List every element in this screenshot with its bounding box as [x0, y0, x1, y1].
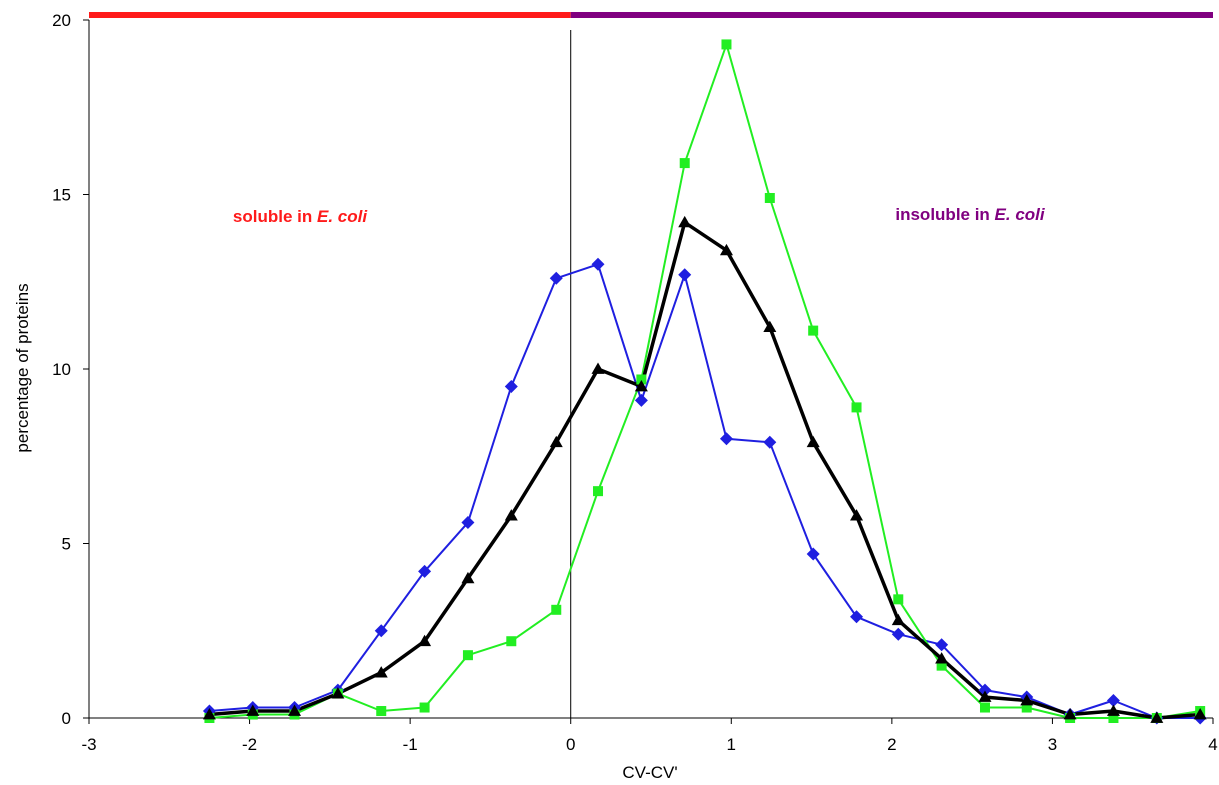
- series-1-point-10: [636, 374, 647, 385]
- series-2-point-18: [978, 690, 992, 702]
- series-1-line: [209, 43, 1201, 719]
- series-0-point-4: [374, 624, 388, 638]
- x-tick-label-6: 3: [1048, 735, 1057, 754]
- y-tick-label-1: 5: [62, 535, 71, 554]
- series-1-point-7: [506, 636, 517, 647]
- series-0-point-11: [678, 268, 692, 282]
- series-2-point-7: [504, 509, 518, 521]
- series-1-point-21: [1108, 713, 1119, 723]
- x-tick-label-3: 0: [566, 735, 575, 754]
- series-2-point-5: [418, 634, 432, 647]
- x-tick-label-0: -3: [81, 735, 96, 754]
- series-0-line: [209, 263, 1201, 719]
- series-0-point-15: [850, 610, 864, 624]
- series-0-point-13: [763, 435, 777, 449]
- series-2-point-0: [202, 708, 216, 720]
- region-label-0: soluble in E. coli: [233, 207, 368, 226]
- series-0-point-14: [806, 547, 820, 561]
- series-0-point-7: [504, 379, 518, 393]
- series-0-point-9: [591, 257, 605, 271]
- region-label-1: insoluble in E. coli: [895, 205, 1046, 224]
- series-1-point-13: [764, 192, 775, 203]
- series-2-point-14: [806, 435, 820, 448]
- series-1-point-5: [419, 702, 430, 713]
- y-tick-label-2: 10: [52, 360, 71, 379]
- series-1-point-14: [808, 325, 819, 336]
- series-markers: [202, 39, 1207, 725]
- series-2-point-15: [850, 509, 864, 521]
- series-2-point-1: [246, 704, 260, 716]
- x-tick-label-4: 1: [727, 735, 736, 754]
- series-1-point-18: [979, 702, 990, 713]
- series-2-point-22: [1150, 711, 1164, 723]
- series-1-point-8: [551, 604, 562, 615]
- series-2-point-13: [763, 320, 777, 332]
- series-0-point-12: [719, 432, 733, 446]
- series-2-point-2: [288, 704, 302, 716]
- series-1-point-12: [721, 39, 732, 50]
- x-tick-label-1: -2: [242, 735, 257, 754]
- series-2-point-6: [461, 571, 475, 584]
- series-2-point-19: [1020, 694, 1034, 706]
- series-1-point-9: [593, 486, 604, 497]
- series-2-point-11: [678, 215, 692, 228]
- series-1-point-16: [893, 594, 904, 605]
- series-1-point-17: [936, 660, 947, 671]
- series-2-point-16: [891, 613, 905, 626]
- series-0-point-17: [935, 638, 949, 652]
- series-lines: [209, 43, 1201, 720]
- series-2-point-4: [374, 666, 388, 678]
- series-2-point-21: [1106, 704, 1120, 716]
- x-axis-label: CV-CV': [622, 763, 677, 782]
- series-0-point-6: [461, 516, 475, 530]
- x-tick-label-7: 4: [1208, 735, 1217, 754]
- series-2-point-20: [1063, 708, 1077, 720]
- axes: [83, 19, 1214, 724]
- series-2-point-9: [591, 362, 605, 374]
- series-0-point-5: [418, 564, 432, 578]
- x-tick-label-2: -1: [403, 735, 418, 754]
- y-tick-label-0: 0: [62, 709, 71, 728]
- series-1-point-19: [1021, 702, 1032, 713]
- series-0-point-8: [549, 271, 563, 285]
- series-2-point-3: [331, 687, 345, 699]
- series-0-point-16: [891, 627, 905, 641]
- series-2-point-10: [634, 379, 648, 392]
- series-0-point-10: [634, 393, 648, 407]
- y-tick-label-3: 15: [52, 186, 71, 205]
- series-2-point-8: [549, 435, 563, 448]
- y-tick-label-4: 20: [52, 11, 71, 30]
- series-0-point-21: [1106, 694, 1120, 708]
- region-bar-0: [89, 12, 571, 18]
- region-bars: [89, 12, 1213, 18]
- y-axis-label: percentage of proteins: [13, 283, 32, 452]
- series-2-point-23: [1193, 708, 1207, 720]
- x-tick-label-5: 2: [887, 735, 896, 754]
- region-bar-1: [570, 12, 1213, 18]
- series-1-point-15: [851, 402, 862, 413]
- labels: CV-CV' percentage of proteins soluble in…: [13, 11, 1218, 782]
- series-1-point-6: [462, 650, 473, 661]
- series-2-point-17: [935, 652, 949, 664]
- series-2-line: [209, 220, 1201, 720]
- series-0-point-18: [978, 683, 992, 697]
- series-2-point-12: [719, 243, 733, 256]
- series-1-point-4: [376, 706, 387, 717]
- series-1-point-11: [679, 158, 690, 169]
